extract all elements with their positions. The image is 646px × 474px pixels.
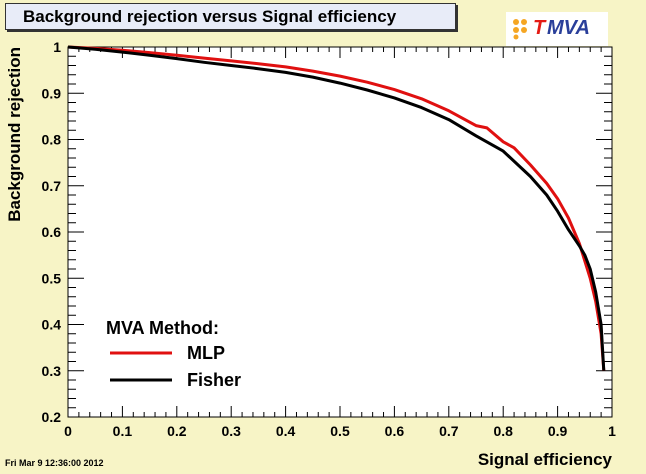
y-tick-label: 0.7 [42,178,62,194]
legend-label-fisher: Fisher [187,370,241,390]
footer-timestamp: Fri Mar 9 12:36:00 2012 [5,458,104,468]
y-tick-label: 0.2 [42,409,62,425]
logo-mva: MVA [547,17,590,39]
y-tick-label: 1 [53,39,61,55]
x-tick-label: 0 [64,423,72,439]
x-tick-label: 0.7 [439,423,459,439]
legend: MVA Method: MLP Fisher [106,318,241,390]
tmva-logo: T MVA [506,12,608,46]
x-tick-label: 0.9 [548,423,568,439]
y-tick-label: 0.6 [42,224,62,240]
legend-label-mlp: MLP [187,343,225,363]
axis-ticks [67,46,613,418]
x-tick-labels: 0 0.1 0.2 0.3 0.4 0.5 0.6 0.7 0.8 0.9 1 [64,423,616,439]
x-tick-label: 0.5 [330,423,350,439]
x-tick-label: 0.8 [493,423,513,439]
x-tick-label: 0.2 [167,423,187,439]
x-tick-label: 0.1 [113,423,133,439]
y-tick-label: 0.5 [42,270,62,286]
logo-t: T [533,17,546,39]
x-tick-label: 0.3 [221,423,241,439]
x-tick-label: 1 [608,423,616,439]
x-axis-label: Signal efficiency [478,450,613,469]
plot-area [67,46,613,418]
series-line-mlp [67,45,606,371]
y-tick-label: 0.4 [42,317,62,333]
legend-title: MVA Method: [106,318,219,338]
series-lines [67,45,606,371]
y-tick-label: 0.3 [42,363,62,379]
logo-dots-icon [513,19,527,40]
x-tick-label: 0.6 [385,423,405,439]
chart-title: Background rejection versus Signal effic… [5,3,456,30]
x-tick-label: 0.4 [276,423,296,439]
series-line-fisher [67,45,606,371]
y-tick-labels: 0.2 0.3 0.4 0.5 0.6 0.7 0.8 0.9 1 [42,39,62,425]
y-axis-label: Background rejection [5,47,24,222]
y-tick-label: 0.8 [42,132,62,148]
y-tick-label: 0.9 [42,85,62,101]
